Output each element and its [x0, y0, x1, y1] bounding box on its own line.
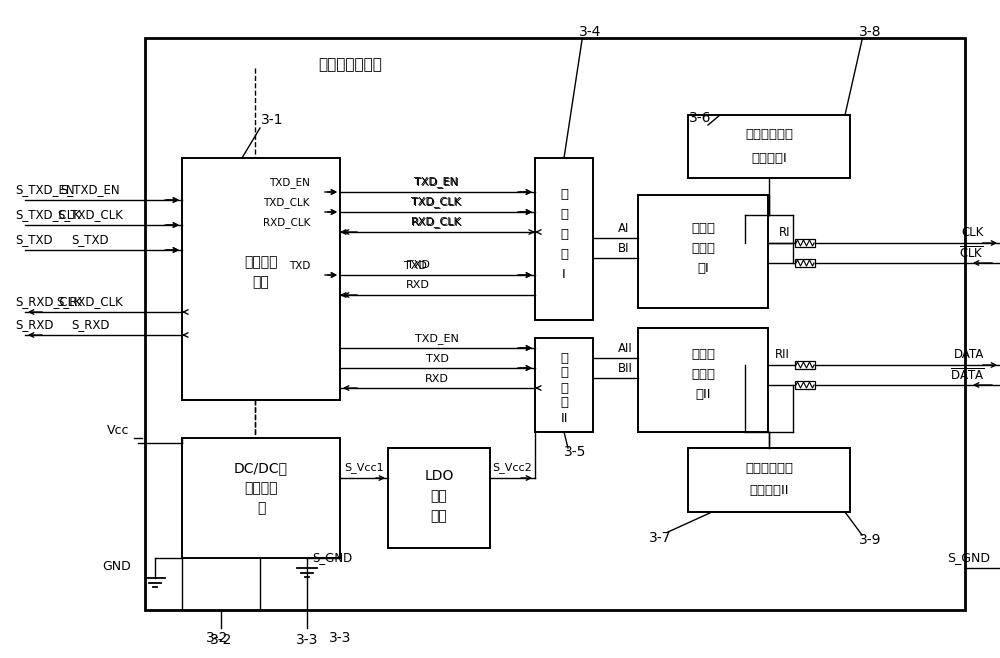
- Text: 3-3: 3-3: [329, 631, 351, 645]
- Text: 3-3: 3-3: [296, 633, 318, 647]
- Text: TXD: TXD: [426, 354, 448, 364]
- Text: 声抑制: 声抑制: [691, 241, 715, 255]
- Text: 3-7: 3-7: [649, 531, 671, 545]
- Bar: [795, 239, 815, 247]
- Bar: [795, 361, 815, 369]
- Text: S_TXD_EN: S_TXD_EN: [60, 184, 120, 197]
- Text: II: II: [560, 411, 568, 424]
- Text: 3-8: 3-8: [859, 25, 881, 39]
- Text: S_TXD_CLK: S_TXD_CLK: [57, 209, 123, 222]
- Text: 模块: 模块: [431, 509, 447, 523]
- Text: S_Vcc2: S_Vcc2: [492, 463, 532, 474]
- Text: DC/DC电: DC/DC电: [234, 461, 288, 475]
- Text: RXD_CLK: RXD_CLK: [412, 218, 462, 228]
- Bar: [182, 158, 340, 400]
- Text: 电流噪: 电流噪: [691, 349, 715, 361]
- Text: 块: 块: [560, 397, 568, 409]
- Text: S_GND: S_GND: [947, 551, 990, 565]
- Bar: [795, 259, 815, 267]
- Bar: [535, 338, 593, 432]
- Text: 块: 块: [560, 249, 568, 261]
- Text: 器I: 器I: [697, 261, 709, 274]
- Text: S_RXD: S_RXD: [15, 318, 54, 332]
- Text: 稳压: 稳压: [431, 489, 447, 503]
- Bar: [145, 38, 965, 610]
- Text: RII: RII: [775, 349, 790, 361]
- Text: 双向瞬态电压: 双向瞬态电压: [745, 128, 793, 141]
- Text: TXD_EN: TXD_EN: [415, 178, 459, 188]
- Text: TXD_CLK: TXD_CLK: [264, 197, 310, 209]
- Text: AI: AI: [618, 222, 629, 234]
- Text: $\overline{\rm CLK}$: $\overline{\rm CLK}$: [959, 245, 984, 261]
- Text: 源隔离模: 源隔离模: [244, 481, 278, 495]
- Text: DATA: DATA: [954, 349, 984, 361]
- Bar: [535, 158, 593, 320]
- Text: 块: 块: [257, 501, 265, 515]
- Text: TXD_CLK: TXD_CLK: [412, 197, 462, 209]
- Text: 控制模块II: 控制模块II: [749, 484, 789, 497]
- Text: TXD: TXD: [404, 261, 426, 271]
- Text: 3-2: 3-2: [210, 633, 232, 647]
- Text: S_TXD: S_TXD: [15, 234, 53, 247]
- Text: RXD: RXD: [406, 280, 430, 290]
- Text: TXD: TXD: [407, 260, 429, 270]
- Text: S_RXD_CLK: S_RXD_CLK: [15, 295, 82, 309]
- Text: GND: GND: [103, 559, 131, 572]
- Text: RXD: RXD: [425, 374, 449, 384]
- Text: S_RXD: S_RXD: [71, 318, 109, 332]
- Text: RI: RI: [778, 226, 790, 240]
- Bar: [795, 381, 815, 389]
- Text: BII: BII: [618, 361, 633, 374]
- Bar: [182, 438, 340, 558]
- Text: LDO: LDO: [424, 469, 454, 483]
- Text: S_TXD: S_TXD: [71, 234, 109, 247]
- Text: S_GND: S_GND: [312, 551, 352, 565]
- Text: 电流噪: 电流噪: [691, 222, 715, 234]
- Text: 模块: 模块: [253, 275, 269, 289]
- Text: 模: 模: [560, 382, 568, 395]
- Text: 分: 分: [560, 209, 568, 222]
- Text: TXD_CLK: TXD_CLK: [411, 197, 461, 207]
- Text: S_RXD_CLK: S_RXD_CLK: [57, 295, 123, 309]
- Text: BI: BI: [618, 241, 630, 255]
- Text: RXD_CLK: RXD_CLK: [411, 216, 461, 228]
- Text: 从隔离差分模块: 从隔离差分模块: [318, 57, 382, 72]
- Text: S_TXD_EN: S_TXD_EN: [15, 184, 75, 197]
- Text: 差: 差: [560, 188, 568, 201]
- Text: S_TXD_CLK: S_TXD_CLK: [15, 209, 81, 222]
- Bar: [638, 195, 768, 308]
- Text: S_Vcc1: S_Vcc1: [344, 463, 384, 474]
- Text: $\overline{\rm DATA}$: $\overline{\rm DATA}$: [950, 367, 984, 383]
- Text: 声抑制: 声抑制: [691, 368, 715, 382]
- Text: 模: 模: [560, 228, 568, 241]
- Text: 控制模块I: 控制模块I: [751, 151, 787, 164]
- Text: 3-5: 3-5: [564, 445, 586, 459]
- Bar: [638, 328, 768, 432]
- Text: 器II: 器II: [695, 388, 711, 401]
- Bar: [688, 448, 850, 512]
- Text: 3-2: 3-2: [206, 631, 228, 645]
- Text: 数字隔离: 数字隔离: [244, 255, 278, 269]
- Text: 3-6: 3-6: [689, 111, 711, 125]
- Text: TXD_EN: TXD_EN: [415, 334, 459, 344]
- Text: TXD_EN: TXD_EN: [269, 178, 310, 188]
- Bar: [688, 115, 850, 178]
- Text: 差: 差: [560, 351, 568, 365]
- Text: 分: 分: [560, 367, 568, 380]
- Text: CLK: CLK: [962, 226, 984, 240]
- Text: AII: AII: [618, 342, 633, 355]
- Text: 双向瞬态电压: 双向瞬态电压: [745, 461, 793, 474]
- Text: 3-4: 3-4: [579, 25, 601, 39]
- Text: TXD_EN: TXD_EN: [414, 176, 458, 188]
- Bar: [388, 448, 490, 548]
- Text: RXD_CLK: RXD_CLK: [263, 218, 310, 228]
- Text: 3-9: 3-9: [859, 533, 881, 547]
- Text: I: I: [562, 268, 566, 282]
- Text: Vcc: Vcc: [107, 424, 129, 438]
- Text: 3-1: 3-1: [261, 113, 283, 127]
- Text: TXD: TXD: [289, 261, 310, 271]
